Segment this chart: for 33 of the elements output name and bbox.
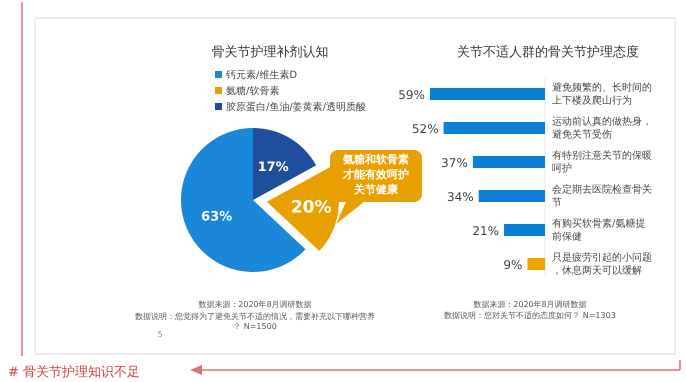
legend-label: 胶原蛋白/鱼油/姜黄素/透明质酸: [226, 101, 366, 113]
data-label: 37%: [441, 156, 468, 170]
text: 数据说明：您对关节不适的态度如何？ N=1303: [444, 311, 616, 320]
y-tick-label: 有购买软骨素/氨糖提前保健: [552, 218, 646, 242]
text: 氨糖和软骨素才能有效呵护关节健康: [342, 153, 409, 196]
text: 数据说明：您觉得为了避免关节不适的情况，需要补充以下哪种营养？ N=1500: [135, 312, 375, 331]
bar: [504, 224, 545, 236]
data-label: 63%: [201, 210, 232, 225]
chart-title: 关节不适人群的骨关节护理态度: [457, 44, 639, 60]
text: 5: [157, 330, 163, 339]
data-label: 21%: [472, 224, 500, 238]
bar: [430, 88, 545, 100]
legend-label: 钙元素/维生素D: [225, 69, 298, 81]
source-note: 数据来源：2020年8月调研数据: [198, 300, 312, 309]
bar: [478, 190, 545, 202]
bar: [527, 258, 545, 270]
data-label: 17%: [258, 160, 289, 175]
y-tick-label: 运动前认真的做热身，避免关节受伤: [552, 116, 652, 140]
data-label: 52%: [412, 122, 439, 136]
text: # 骨关节护理知识不足: [8, 365, 140, 380]
data-label: 9%: [503, 258, 522, 272]
bar: [444, 122, 545, 134]
source-note: 数据来源：2020年8月调研数据: [473, 300, 587, 309]
data-label: 20%: [290, 197, 332, 218]
y-tick-label: 只是疲劳引起的小问题，休息两天可以缓解: [552, 252, 652, 276]
chart-title: 骨关节护理补剂认知: [212, 44, 328, 60]
y-tick-label: 会定期去医院检查骨关节: [552, 184, 652, 208]
legend-label: 氨糖/软骨素: [226, 85, 280, 97]
data-label: 59%: [398, 88, 425, 102]
data-label: 34%: [447, 190, 474, 204]
bar: [472, 156, 545, 168]
y-tick-label: 有特别注意关节的保暖呵护: [552, 150, 652, 174]
y-tick-label: 避免频繁的、长时间的上下楼及爬山行为: [552, 82, 652, 106]
